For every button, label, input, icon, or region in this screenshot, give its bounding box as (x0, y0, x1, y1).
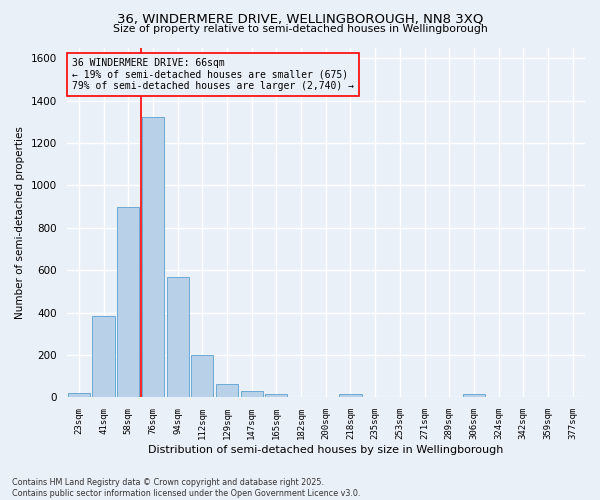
Text: Contains HM Land Registry data © Crown copyright and database right 2025.
Contai: Contains HM Land Registry data © Crown c… (12, 478, 361, 498)
Bar (191, 355, 214, 398)
Bar (340, 394, 362, 398)
Bar (216, 384, 238, 398)
Text: 36 WINDERMERE DRIVE: 66sqm
← 19% of semi-detached houses are smaller (675)
79% o: 36 WINDERMERE DRIVE: 66sqm ← 19% of semi… (72, 58, 354, 91)
Bar (463, 394, 485, 398)
Y-axis label: Number of semi-detached properties: Number of semi-detached properties (15, 126, 25, 319)
Bar (117, 206, 139, 398)
Bar (167, 276, 189, 398)
Text: 36, WINDERMERE DRIVE, WELLINGBOROUGH, NN8 3XQ: 36, WINDERMERE DRIVE, WELLINGBOROUGH, NN… (117, 12, 483, 26)
Bar (92, 316, 115, 398)
X-axis label: Distribution of semi-detached houses by size in Wellingborough: Distribution of semi-detached houses by … (148, 445, 503, 455)
Bar (241, 391, 263, 398)
Bar (265, 394, 287, 398)
Bar (68, 393, 90, 398)
Text: Size of property relative to semi-detached houses in Wellingborough: Size of property relative to semi-detach… (113, 24, 487, 34)
Bar (142, 118, 164, 398)
